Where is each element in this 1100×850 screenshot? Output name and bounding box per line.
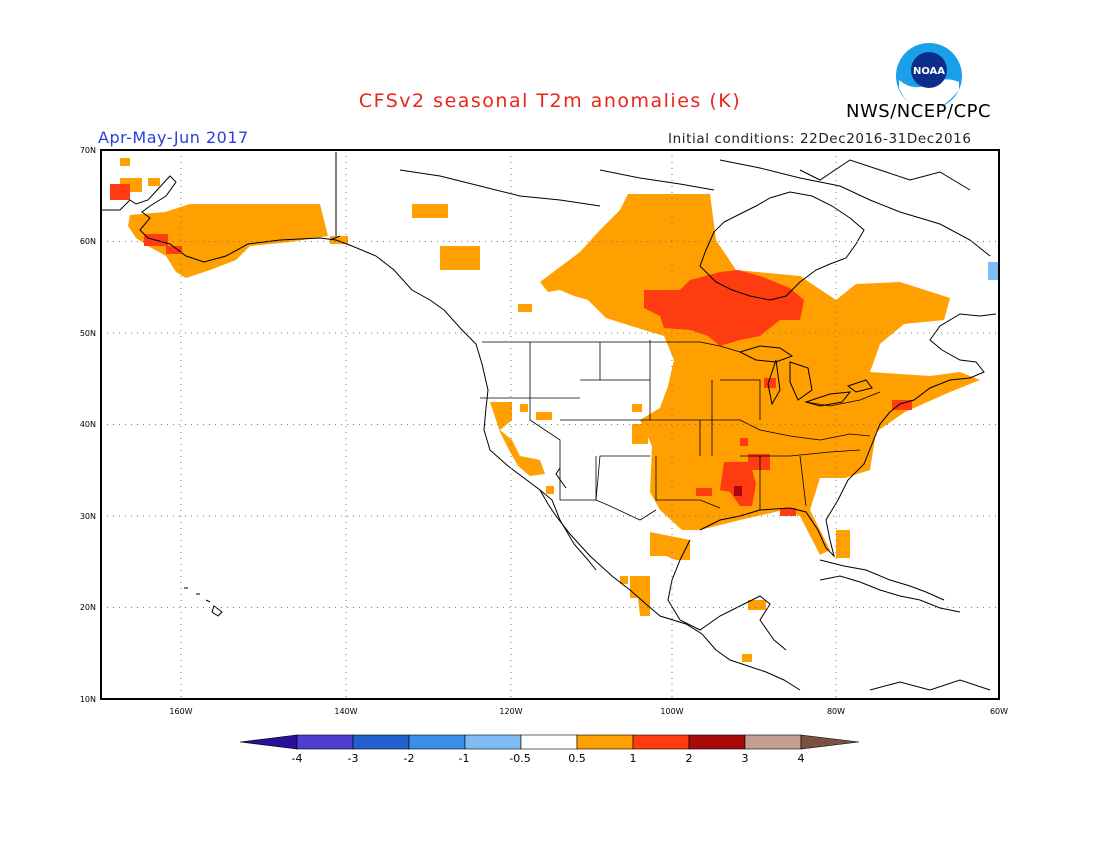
colorbar-tick-label: -1 xyxy=(458,752,470,765)
colorbar-tick-label: 0.5 xyxy=(568,752,586,765)
lat-label: 40N xyxy=(80,420,96,429)
colorbar-tick-label: -2 xyxy=(403,752,415,765)
lon-label: 160W xyxy=(169,707,192,716)
colorbar-segment xyxy=(688,734,746,750)
map-frame xyxy=(100,149,1000,700)
noaa-logo: NOAA xyxy=(893,40,965,116)
colorbar-segment xyxy=(576,734,634,750)
colorbar-segment xyxy=(744,734,802,750)
lat-label: 60N xyxy=(80,237,96,246)
lon-label: 60W xyxy=(990,707,1008,716)
latitude-labels: 70N 60N 50N 40N 30N 20N 10N xyxy=(80,146,96,704)
season-label: Apr-May-Jun 2017 xyxy=(98,128,249,147)
colorbar-tick-label: -4 xyxy=(291,752,303,765)
anomaly-shading xyxy=(120,158,980,662)
colorbar-right-arrow xyxy=(800,734,860,750)
colorbar-segment xyxy=(520,734,578,750)
anomaly-region-hudson-lakes xyxy=(644,270,804,346)
colorbar-left-arrow xyxy=(239,734,298,750)
lat-label: 50N xyxy=(80,329,96,338)
anomaly-region-west-us xyxy=(490,402,545,476)
longitude-labels: 160W 140W 120W 100W 80W 60W xyxy=(169,707,1008,716)
lon-label: 80W xyxy=(827,707,845,716)
colorbar-tick-label: 4 xyxy=(797,752,805,765)
colorbar-tick-label: 2 xyxy=(685,752,693,765)
chart-title: CFSv2 seasonal T2m anomalies (K) xyxy=(358,90,742,112)
lon-label: 100W xyxy=(660,707,683,716)
lat-label: 10N xyxy=(80,695,96,704)
colorbar-segment xyxy=(464,734,522,750)
lon-label: 140W xyxy=(334,707,357,716)
colorbar-tick-label: 1 xyxy=(629,752,637,765)
svg-text:NOAA: NOAA xyxy=(913,66,945,77)
lon-label: 120W xyxy=(499,707,522,716)
colorbar-tick-label: -3 xyxy=(347,752,359,765)
anomaly-shading-strong xyxy=(110,184,912,516)
colorbar-tick-label: 3 xyxy=(741,752,749,765)
anomaly-shading-strongest xyxy=(734,486,742,496)
lat-label: 30N xyxy=(80,512,96,521)
agency-label: NWS/NCEP/CPC xyxy=(846,101,992,122)
colorbar-tick-label: -0.5 xyxy=(509,752,531,765)
anomaly-region-negative xyxy=(988,262,999,280)
colorbar-segment xyxy=(296,734,354,750)
lat-label: 70N xyxy=(80,146,96,155)
political-borders xyxy=(480,340,881,521)
initial-conditions-label: Initial conditions: 22Dec2016-31Dec2016 xyxy=(668,131,972,147)
colorbar-segment xyxy=(352,734,410,750)
colorbar xyxy=(239,734,860,750)
coastlines xyxy=(102,152,997,691)
lat-label: 20N xyxy=(80,603,96,612)
colorbar-segment xyxy=(632,734,690,750)
colorbar-segment xyxy=(408,734,466,750)
anomaly-region-north-america xyxy=(540,194,980,555)
